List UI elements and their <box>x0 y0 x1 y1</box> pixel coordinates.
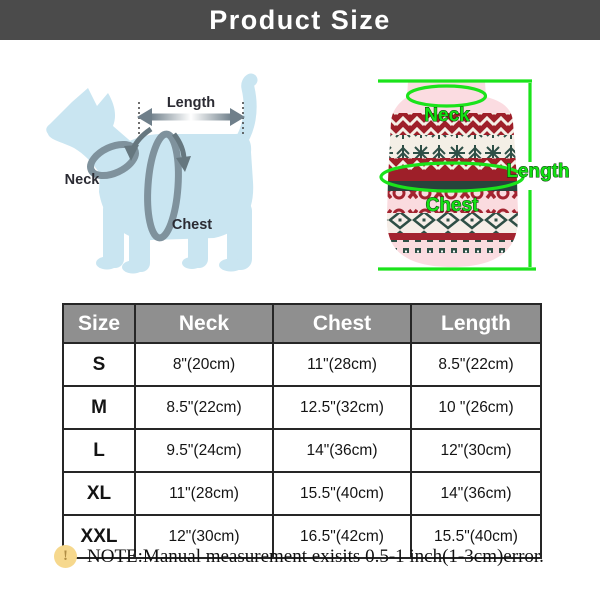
chest-value: 15.5"(40cm) <box>272 471 412 516</box>
length-value: 14"(36cm) <box>410 471 542 516</box>
chest-arrow-head-icon <box>176 156 191 172</box>
dog-front-paw <box>96 256 118 270</box>
neck-value: 8.5"(22cm) <box>134 385 274 430</box>
red-stripe <box>386 233 518 240</box>
chest-value: 11"(28cm) <box>272 342 412 387</box>
dog-neck-label: Neck <box>65 172 101 188</box>
green-measure-overlay <box>378 79 536 271</box>
size-value: L <box>62 428 136 473</box>
length-value: 10 "(26cm) <box>410 385 542 430</box>
diamond-band <box>386 213 518 233</box>
table-row: S 8"(20cm) 11"(28cm) 8.5"(22cm) <box>62 342 542 387</box>
dog-front-paw-2 <box>122 260 144 274</box>
dog-rear-paw <box>182 257 202 269</box>
dog-front-leg <box>103 200 124 268</box>
dog-rear-leg <box>188 208 208 268</box>
dog-rear-leg-2 <box>227 200 252 270</box>
dog-rear-paw-2 <box>219 258 243 272</box>
size-value: M <box>62 385 136 430</box>
dog-chest-label: Chest <box>172 217 212 233</box>
arrow-head-right-icon <box>230 108 245 126</box>
neck-arrow-head-icon <box>124 145 139 161</box>
size-table: Size Neck Chest Length S 8"(20cm) 11"(28… <box>62 303 542 559</box>
size-value: S <box>62 342 136 387</box>
arrow-head-left-icon <box>137 108 152 126</box>
header-length: Length <box>410 303 542 344</box>
table-row: M 8.5"(22cm) 12.5"(32cm) 10 "(26cm) <box>62 385 542 430</box>
sweater-measurement-diagram: Neck Length Chest <box>378 79 570 271</box>
length-arrow-shaft <box>150 113 232 121</box>
table-row: XL 11"(28cm) 15.5"(40cm) 14"(36cm) <box>62 471 542 516</box>
dog-silhouette-graphic <box>46 73 258 274</box>
dog-tail-shape <box>232 73 258 151</box>
table-row: XXL 12"(30cm) 16.5"(42cm) 15.5"(40cm) <box>62 514 542 559</box>
exclamation-icon: ! <box>54 545 77 568</box>
size-value: XL <box>62 471 136 516</box>
page-title: Product Size <box>209 4 391 35</box>
chest-value: 14"(36cm) <box>272 428 412 473</box>
sweater-length-label: Length <box>506 161 569 182</box>
neck-value: 9.5"(24cm) <box>134 428 274 473</box>
chest-strap <box>144 130 182 242</box>
note-row: ! NOTE:Manual measurement exisits 0.5-1 … <box>54 545 544 568</box>
chest-value: 16.5"(42cm) <box>272 514 412 559</box>
sweater-neck-label: Neck <box>424 105 470 126</box>
sweater-chest-label: Chest <box>426 195 479 216</box>
sweater-graphic <box>386 82 518 267</box>
chest-measure-ellipse <box>379 161 525 193</box>
zigzag-band-top <box>386 113 518 135</box>
dog-front-leg-2 <box>129 202 150 272</box>
note-text: NOTE:Manual measurement exisits 0.5-1 in… <box>87 545 544 567</box>
length-value: 15.5"(40cm) <box>410 514 542 559</box>
neck-value: 11"(28cm) <box>134 471 274 516</box>
length-value: 8.5"(22cm) <box>410 342 542 387</box>
neck-value: 12"(30cm) <box>134 514 274 559</box>
header-size: Size <box>62 303 136 344</box>
dog-length-label: Length <box>167 95 215 111</box>
neck-measure-ellipse <box>405 84 488 108</box>
length-measure: Length <box>137 95 245 134</box>
length-value: 12"(30cm) <box>410 428 542 473</box>
chest-value: 12.5"(32cm) <box>272 385 412 430</box>
header-chest: Chest <box>272 303 412 344</box>
table-header-row: Size Neck Chest Length <box>62 303 542 344</box>
table-row: L 9.5"(24cm) 14"(36cm) 12"(30cm) <box>62 428 542 473</box>
teal-band <box>386 181 518 191</box>
square-dot-band <box>386 240 518 253</box>
xo-motif-band <box>386 191 518 213</box>
dark-red-band <box>386 170 518 181</box>
title-bar: Product Size <box>0 0 600 40</box>
neck-value: 8"(20cm) <box>134 342 274 387</box>
snowflake-tree-band <box>386 135 518 158</box>
header-neck: Neck <box>134 303 274 344</box>
dog-measurement-diagram: Length Neck Chest <box>46 73 258 274</box>
